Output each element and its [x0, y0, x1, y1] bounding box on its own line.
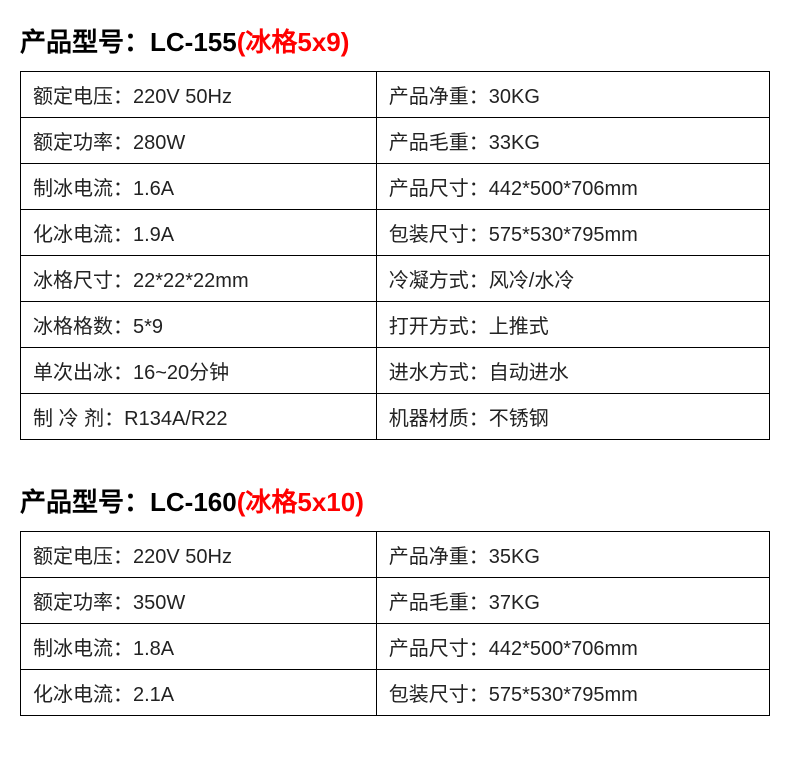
spec-cell: 额定电压：220V 50Hz — [21, 72, 377, 118]
title-suffix: (冰格5x9) — [237, 27, 350, 57]
spec-table-2: 额定电压：220V 50Hz 产品净重：35KG 额定功率：350W 产品毛重：… — [20, 531, 770, 716]
table-row: 化冰电流：1.9A 包装尺寸：575*530*795mm — [21, 210, 770, 256]
spec-cell: 包装尺寸：575*530*795mm — [376, 670, 769, 716]
spec-table-1: 额定电压：220V 50Hz 产品净重：30KG 额定功率：280W 产品毛重：… — [20, 71, 770, 440]
spec-cell: 打开方式：上推式 — [376, 302, 769, 348]
spec-cell: 化冰电流：1.9A — [21, 210, 377, 256]
table-row: 额定电压：220V 50Hz 产品净重：35KG — [21, 532, 770, 578]
title-suffix: (冰格5x10) — [237, 487, 364, 517]
spec-value: R134A/R22 — [124, 408, 227, 430]
product-title-1: 产品型号：LC-155(冰格5x9) — [20, 22, 770, 59]
spec-cell: 产品净重：30KG — [376, 72, 769, 118]
spec-cell: 机器材质：不锈钢 — [376, 394, 769, 440]
product-section-1: 产品型号：LC-155(冰格5x9) 额定电压：220V 50Hz 产品净重：3… — [20, 22, 770, 440]
spec-cell: 冷凝方式：风冷/水冷 — [376, 256, 769, 302]
spec-cell: 制 冷 剂：R134A/R22 — [21, 394, 377, 440]
table-row: 制冰电流：1.8A 产品尺寸：442*500*706mm — [21, 624, 770, 670]
spec-cell: 冰格尺寸：22*22*22mm — [21, 256, 377, 302]
table-row: 额定电压：220V 50Hz 产品净重：30KG — [21, 72, 770, 118]
table-row: 制 冷 剂：R134A/R22 机器材质：不锈钢 — [21, 394, 770, 440]
spec-cell: 单次出冰：16~20分钟 — [21, 348, 377, 394]
table-row: 化冰电流：2.1A 包装尺寸：575*530*795mm — [21, 670, 770, 716]
spec-cell: 进水方式：自动进水 — [376, 348, 769, 394]
spec-cell: 产品毛重：33KG — [376, 118, 769, 164]
table-row: 额定功率：280W 产品毛重：33KG — [21, 118, 770, 164]
spec-cell: 产品尺寸：442*500*706mm — [376, 624, 769, 670]
spec-cell: 额定功率：350W — [21, 578, 377, 624]
spec-cell: 额定功率：280W — [21, 118, 377, 164]
table-row: 额定功率：350W 产品毛重：37KG — [21, 578, 770, 624]
spec-cell: 产品尺寸：442*500*706mm — [376, 164, 769, 210]
table-row: 制冰电流：1.6A 产品尺寸：442*500*706mm — [21, 164, 770, 210]
spec-cell: 制冰电流：1.6A — [21, 164, 377, 210]
product-section-2: 产品型号：LC-160(冰格5x10) 额定电压：220V 50Hz 产品净重：… — [20, 482, 770, 716]
spec-cell: 产品毛重：37KG — [376, 578, 769, 624]
table-row: 单次出冰：16~20分钟 进水方式：自动进水 — [21, 348, 770, 394]
spec-cell: 冰格格数：5*9 — [21, 302, 377, 348]
table-row: 冰格格数：5*9 打开方式：上推式 — [21, 302, 770, 348]
product-title-2: 产品型号：LC-160(冰格5x10) — [20, 482, 770, 519]
title-prefix: 产品型号：LC-155 — [20, 27, 237, 57]
spec-cell: 额定电压：220V 50Hz — [21, 532, 377, 578]
title-prefix: 产品型号：LC-160 — [20, 487, 237, 517]
spec-cell: 制冰电流：1.8A — [21, 624, 377, 670]
spec-label: 制 冷 剂： — [33, 408, 124, 430]
spec-cell: 包装尺寸：575*530*795mm — [376, 210, 769, 256]
spec-cell: 产品净重：35KG — [376, 532, 769, 578]
table-row: 冰格尺寸：22*22*22mm 冷凝方式：风冷/水冷 — [21, 256, 770, 302]
spec-cell: 化冰电流：2.1A — [21, 670, 377, 716]
